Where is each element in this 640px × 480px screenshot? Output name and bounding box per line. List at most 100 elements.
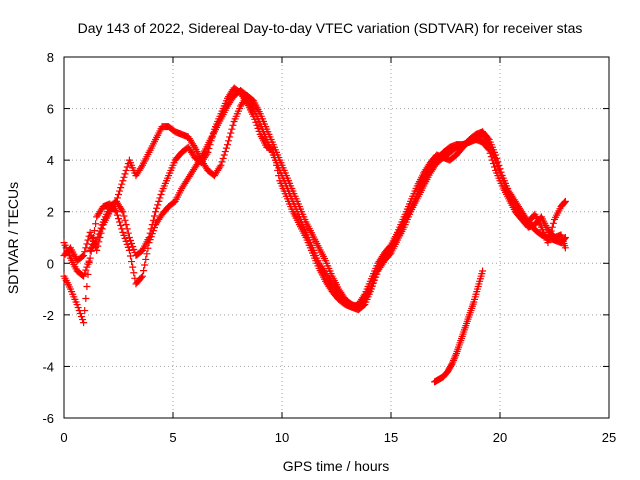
track-a-marker (142, 255, 150, 263)
track-a-marker (81, 269, 89, 277)
track-a-marker (140, 267, 148, 275)
track-b-marker (82, 244, 90, 252)
track-c-marker (489, 160, 497, 168)
track-b-point (93, 246, 101, 254)
track-c-marker (130, 246, 138, 254)
track-c-marker (254, 124, 262, 132)
track-c-marker (77, 313, 85, 321)
track-c-marker (252, 118, 260, 126)
track-d-point (479, 267, 487, 275)
track-c-marker (154, 201, 162, 209)
track-c-marker (546, 231, 554, 239)
track-c-point (93, 236, 101, 244)
track-c-marker (274, 166, 282, 174)
track-a-marker (137, 273, 145, 281)
track-c-point (485, 146, 493, 154)
track-c-marker (487, 153, 495, 161)
data-marks (60, 84, 569, 386)
track-b-point (86, 228, 94, 236)
track-c-marker (76, 310, 84, 318)
track-c-point (269, 146, 277, 154)
track-d-point (448, 360, 456, 368)
track-d-marker (447, 361, 455, 369)
track-c-marker (207, 137, 215, 145)
track-a-point (119, 228, 127, 236)
track-b-marker (118, 180, 126, 188)
track-a-point (80, 272, 88, 280)
track-c-marker (242, 98, 250, 106)
track-d-marker (452, 351, 460, 359)
y-tick-label: 8 (47, 50, 54, 65)
track-b-point (224, 141, 231, 149)
track-c-marker (96, 227, 104, 235)
track-b-marker (83, 240, 91, 248)
track-c-marker (120, 212, 128, 220)
track-c-point (204, 148, 212, 156)
track-c-marker (545, 235, 553, 243)
track-c-point (152, 208, 160, 216)
track-c-marker (148, 221, 156, 229)
track-c-marker (124, 229, 132, 237)
track-a-marker (121, 234, 129, 242)
track-c-marker (484, 145, 492, 153)
track-c-marker (97, 224, 105, 232)
track-d-marker (449, 356, 457, 364)
track-b-marker (88, 234, 96, 242)
track-c-marker (548, 223, 556, 231)
track-c-marker (547, 227, 555, 235)
track-c-marker (203, 150, 211, 158)
track-c-marker (373, 270, 381, 278)
track-a-marker (92, 220, 100, 228)
track-a-marker (82, 266, 90, 274)
track-c-marker (273, 161, 281, 169)
x-tick-label: 15 (384, 430, 398, 445)
track-c-marker (123, 225, 131, 233)
track-c-marker (126, 237, 134, 245)
track-b-marker (79, 252, 87, 260)
track-a-point (138, 272, 146, 280)
track-b-marker (494, 162, 502, 170)
track-b-marker (221, 148, 229, 156)
track-c-point (250, 112, 258, 120)
y-tick-label: 4 (47, 153, 54, 168)
track-a-marker (116, 218, 124, 226)
y-axis-label: SDTVAR / TECUs (5, 182, 21, 294)
track-a-marker (122, 237, 130, 245)
track-c-marker (84, 270, 92, 278)
track-c-marker (206, 141, 214, 149)
track-c-point (561, 197, 569, 205)
track-c-point (73, 301, 81, 309)
y-tick-label: -2 (42, 308, 54, 323)
track-b-marker (116, 187, 124, 195)
track-a-marker (84, 260, 92, 268)
track-c-marker (122, 221, 130, 229)
track-a-marker (130, 269, 138, 277)
x-axis-label: GPS time / hours (283, 458, 390, 474)
track-a-marker (141, 261, 149, 269)
track-b-marker (228, 125, 236, 133)
track-c-marker (156, 194, 164, 202)
track-c-marker (153, 204, 161, 212)
track-c-marker (128, 240, 136, 248)
track-b-marker (137, 163, 145, 171)
track-d-marker (449, 358, 457, 366)
track-b-marker (218, 158, 226, 166)
track-b-marker (229, 121, 237, 129)
track-d-marker (451, 353, 459, 361)
y-tick-label: 6 (47, 102, 54, 117)
track-c-marker (371, 276, 379, 284)
track-a-marker (143, 250, 151, 258)
track-c-marker (92, 238, 100, 246)
y-tick-label: -6 (42, 411, 54, 426)
track-c-point (367, 285, 375, 293)
track-a-marker (129, 263, 137, 271)
x-tick-label: 0 (60, 430, 67, 445)
track-c-marker (129, 243, 137, 251)
axis-ticks: 0 5 10 15 20 25 -6 -4 -2 0 2 4 6 8 (42, 50, 616, 445)
track-b-marker (123, 163, 131, 171)
track-c-marker (147, 225, 155, 233)
track-c-marker (271, 156, 279, 164)
track-c-marker (561, 198, 569, 206)
